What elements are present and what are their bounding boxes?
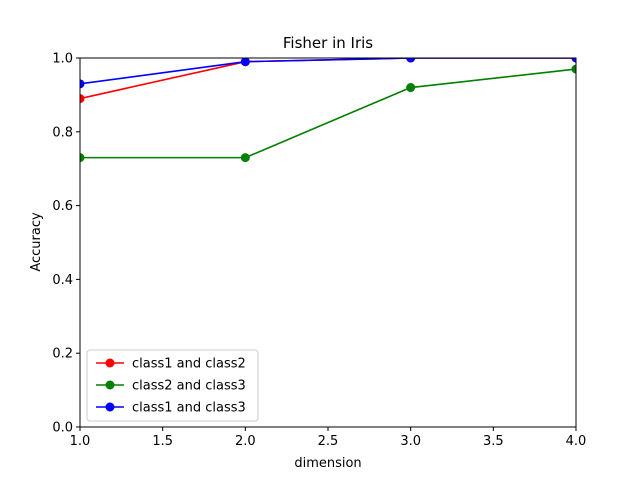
y-axis-title: Accuracy [29, 212, 44, 272]
legend-marker [105, 402, 115, 412]
y-tick-label: 0.8 [52, 125, 73, 140]
data-point-series-3 [571, 58, 576, 63]
x-tick-label: 4.0 [566, 434, 587, 449]
y-tick-label: 0.2 [52, 347, 73, 362]
series-line-3 [80, 58, 576, 85]
data-point-series-2 [571, 64, 576, 74]
legend-marker [105, 380, 115, 390]
legend-marker [105, 358, 115, 368]
y-tick-label: 0.4 [52, 273, 73, 288]
data-point-series-2 [240, 153, 250, 163]
x-tick-label: 2.5 [318, 434, 339, 449]
x-axis-title: dimension [294, 456, 361, 471]
chart-title: Fisher in Iris [283, 34, 373, 52]
legend: class1 and class2 class2 and class3 class1… [86, 349, 259, 422]
data-point-series-3 [406, 58, 416, 63]
legend-label: class1 and class2 [132, 357, 246, 372]
legend-label: class1 and class3 [132, 401, 246, 416]
y-tick-label: 1.0 [52, 52, 73, 67]
x-tick-label: 1.5 [152, 434, 173, 449]
x-tick-label: 2.0 [235, 434, 256, 449]
data-point-series-2 [406, 83, 416, 93]
legend-label: class2 and class3 [132, 379, 246, 394]
x-tick-label: 3.0 [400, 434, 421, 449]
series-group [80, 58, 576, 163]
data-point-series-2 [80, 153, 85, 163]
x-tick-label: 1.0 [70, 434, 91, 449]
series-line-2 [80, 68, 576, 159]
axes-frame [79, 57, 577, 428]
legend-box [86, 349, 259, 422]
y-tick-label: 0.6 [52, 199, 73, 214]
x-tick-label: 3.5 [483, 434, 504, 449]
y-tick-label: 0.0 [52, 421, 73, 436]
data-point-series-3 [80, 79, 85, 89]
plot-area: 1.0 1.5 2.0 2.5 3.0 3.5 4.0 0.0 0.2 0.4 0.6 0.8 1.0 [52, 52, 586, 450]
series-line-1 [80, 58, 576, 100]
data-point-series-3 [240, 58, 250, 67]
data-point-series-1 [80, 94, 85, 104]
